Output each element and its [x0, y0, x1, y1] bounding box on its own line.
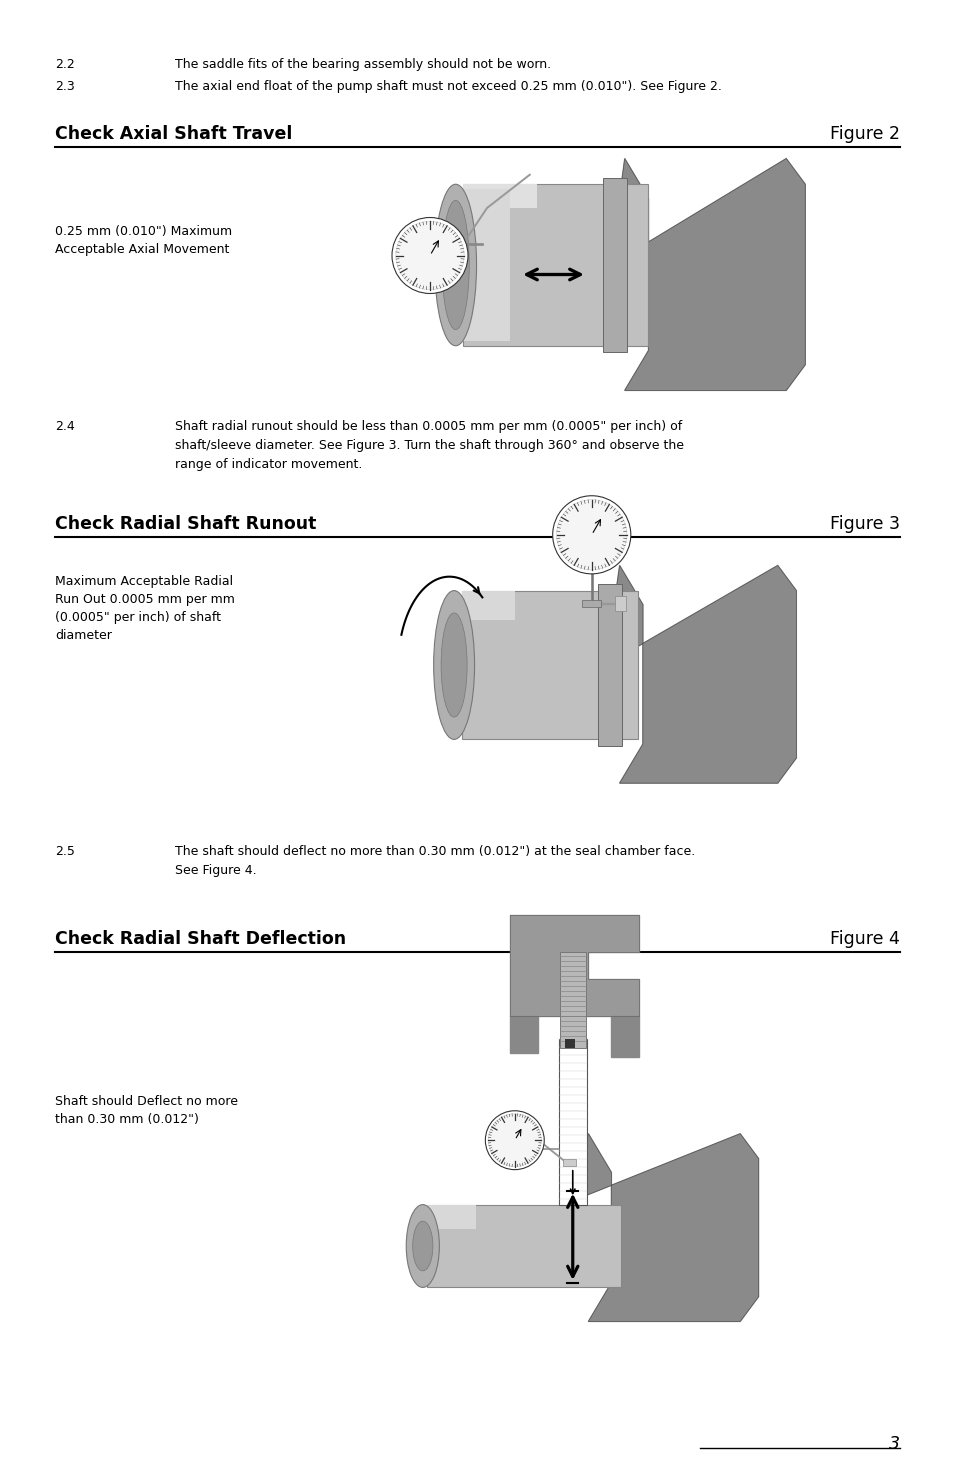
- Text: The axial end float of the pump shaft must not exceed 0.25 mm (0.010"). See Figu: The axial end float of the pump shaft mu…: [174, 80, 721, 93]
- Bar: [558, 1038, 586, 1205]
- Text: Check Radial Shaft Runout: Check Radial Shaft Runout: [55, 515, 316, 532]
- Text: Shaft radial runout should be less than 0.0005 mm per mm (0.0005" per inch) of: Shaft radial runout should be less than …: [174, 420, 681, 434]
- FancyBboxPatch shape: [463, 184, 648, 345]
- Text: shaft/sleeve diameter. See Figure 3. Turn the shaft through 360° and observe the: shaft/sleeve diameter. See Figure 3. Tur…: [174, 440, 683, 451]
- Ellipse shape: [434, 590, 474, 739]
- Ellipse shape: [435, 184, 476, 345]
- Text: (0.0005" per inch) of shaft: (0.0005" per inch) of shaft: [55, 611, 221, 624]
- Bar: [602, 177, 626, 353]
- Ellipse shape: [441, 201, 469, 329]
- Bar: [615, 596, 625, 611]
- Ellipse shape: [406, 1205, 439, 1288]
- Text: The shaft should deflect no more than 0.30 mm (0.012") at the seal chamber face.: The shaft should deflect no more than 0.…: [174, 845, 695, 858]
- Bar: [463, 189, 509, 341]
- Text: Run Out 0.0005 mm per mm: Run Out 0.0005 mm per mm: [55, 593, 234, 606]
- FancyBboxPatch shape: [461, 590, 638, 739]
- Text: range of indicator movement.: range of indicator movement.: [174, 459, 362, 471]
- Text: Maximum Acceptable Radial: Maximum Acceptable Radial: [55, 575, 233, 589]
- Text: Figure 3: Figure 3: [829, 515, 899, 532]
- Text: diameter: diameter: [55, 628, 112, 642]
- Polygon shape: [510, 914, 639, 1016]
- Text: 3: 3: [888, 1435, 899, 1453]
- Text: Check Radial Shaft Deflection: Check Radial Shaft Deflection: [55, 931, 346, 948]
- Text: Figure 2: Figure 2: [829, 125, 899, 143]
- Text: 0.25 mm (0.010") Maximum: 0.25 mm (0.010") Maximum: [55, 226, 232, 237]
- Ellipse shape: [413, 1221, 433, 1271]
- Bar: [598, 584, 620, 746]
- Polygon shape: [611, 1016, 639, 1058]
- Polygon shape: [605, 565, 796, 783]
- Polygon shape: [510, 1016, 537, 1053]
- Circle shape: [552, 496, 630, 574]
- Circle shape: [395, 221, 464, 289]
- Text: 2.5: 2.5: [55, 845, 74, 858]
- Text: 2.2: 2.2: [55, 58, 74, 71]
- Circle shape: [556, 500, 626, 569]
- Ellipse shape: [440, 614, 467, 717]
- Bar: [582, 600, 600, 608]
- Circle shape: [485, 1111, 543, 1170]
- Bar: [427, 1205, 476, 1230]
- Bar: [565, 1038, 574, 1049]
- Text: Shaft should Deflect no more: Shaft should Deflect no more: [55, 1094, 237, 1108]
- Text: than 0.30 mm (0.012"): than 0.30 mm (0.012"): [55, 1114, 198, 1125]
- Bar: [562, 1158, 576, 1165]
- Text: The saddle fits of the bearing assembly should not be worn.: The saddle fits of the bearing assembly …: [174, 58, 551, 71]
- Text: Check Axial Shaft Travel: Check Axial Shaft Travel: [55, 125, 292, 143]
- Text: 2.3: 2.3: [55, 80, 74, 93]
- Circle shape: [488, 1114, 540, 1167]
- FancyBboxPatch shape: [427, 1205, 620, 1288]
- Text: Acceptable Axial Movement: Acceptable Axial Movement: [55, 243, 229, 257]
- Polygon shape: [574, 1134, 758, 1322]
- Text: 2.4: 2.4: [55, 420, 74, 434]
- Bar: [461, 590, 514, 621]
- Text: See Figure 4.: See Figure 4.: [174, 864, 256, 878]
- Polygon shape: [610, 159, 804, 391]
- Bar: [463, 184, 537, 208]
- Circle shape: [392, 217, 468, 294]
- Text: Figure 4: Figure 4: [829, 931, 899, 948]
- Bar: [559, 951, 585, 1049]
